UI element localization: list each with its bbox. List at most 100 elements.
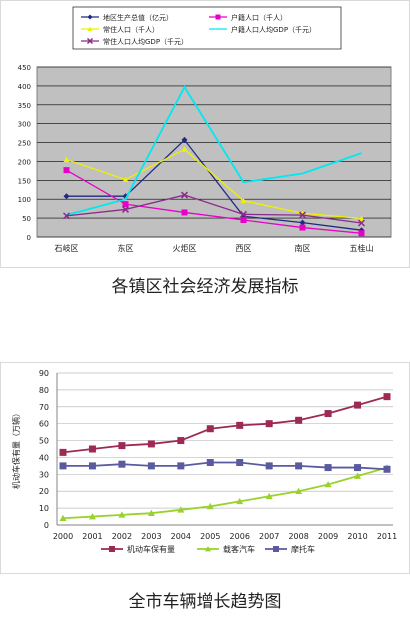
data-point xyxy=(299,219,306,226)
y-tick-label: 450 xyxy=(18,64,31,72)
data-point xyxy=(357,219,366,227)
series-4 xyxy=(62,191,366,227)
series-3 xyxy=(66,85,362,216)
x-tick-label: 2004 xyxy=(171,532,191,541)
data-point xyxy=(206,502,214,510)
data-point xyxy=(88,445,96,453)
series-line xyxy=(66,169,362,234)
y-tick-label: 60 xyxy=(39,420,49,429)
data-point xyxy=(177,437,185,445)
data-point xyxy=(295,416,303,424)
data-point xyxy=(358,230,365,237)
data-point xyxy=(324,464,332,472)
x-tick-label: 五桂山 xyxy=(350,243,374,253)
chart-2-caption: 全市车辆增长趋势图 xyxy=(128,592,282,612)
data-point xyxy=(177,462,185,470)
data-point xyxy=(118,511,126,518)
y-tick-label: 150 xyxy=(18,177,31,185)
legend-marker xyxy=(87,26,93,31)
y-tick-label: 80 xyxy=(39,386,49,395)
data-point xyxy=(63,193,70,200)
x-tick-label: 2010 xyxy=(347,532,367,541)
data-point xyxy=(324,480,332,488)
x-tick-label: 西区 xyxy=(236,244,252,253)
legend-marker xyxy=(205,546,211,552)
y-tick-label: 100 xyxy=(18,196,31,204)
y-axis-label: 机动车保有量（万辆） xyxy=(11,409,21,489)
x-tick-label: 2000 xyxy=(53,532,73,541)
y-tick-label: 70 xyxy=(39,403,49,412)
series-line xyxy=(62,395,388,454)
y-tick-label: 90 xyxy=(39,369,49,378)
data-point xyxy=(298,211,307,219)
x-tick-label: 2005 xyxy=(200,532,220,541)
data-point xyxy=(59,462,67,470)
data-point xyxy=(206,425,214,433)
data-point xyxy=(324,410,332,418)
data-point xyxy=(88,462,96,470)
legend: 机动车保有量 载客汽车 摩托车 xyxy=(101,544,315,554)
data-point xyxy=(147,440,155,448)
series-1 xyxy=(63,167,365,237)
data-point xyxy=(265,492,273,500)
series-0 xyxy=(59,393,391,456)
x-tick-label: 火炬区 xyxy=(173,243,197,253)
legend-marker xyxy=(86,37,94,45)
y-tick-label: 0 xyxy=(44,521,49,530)
data-point xyxy=(299,224,306,231)
series-line xyxy=(63,461,388,471)
x-tick-label: 2007 xyxy=(259,532,279,541)
data-point xyxy=(59,514,67,522)
data-point xyxy=(383,465,391,473)
legend-marker xyxy=(215,14,221,20)
legend-label: 户籍人口（千人） xyxy=(231,13,287,22)
legend-label: 地区生产总值（亿元） xyxy=(103,13,173,22)
data-point xyxy=(180,191,189,199)
legend-label: 机动车保有量 xyxy=(127,544,175,554)
series-1 xyxy=(59,464,391,522)
series-line xyxy=(66,194,362,224)
x-tick-label: 2008 xyxy=(288,532,308,541)
x-tick-label: 2006 xyxy=(230,532,250,541)
data-point xyxy=(147,462,155,470)
data-point xyxy=(265,462,273,470)
series-line xyxy=(66,85,362,216)
data-point xyxy=(121,205,130,213)
data-point xyxy=(295,487,303,495)
data-point xyxy=(147,509,155,516)
x-tick-label: 石岐区 xyxy=(55,243,79,253)
data-point xyxy=(295,462,303,470)
legend-label: 常住人口（千人） xyxy=(103,25,159,34)
y-tick-label: 40 xyxy=(39,453,49,462)
data-point xyxy=(236,497,244,505)
y-tick-label: 50 xyxy=(22,215,31,223)
data-point xyxy=(354,401,362,409)
legend-label: 载客汽车 xyxy=(223,544,255,554)
data-point xyxy=(63,167,70,174)
data-point xyxy=(236,459,244,467)
series-line xyxy=(66,148,362,220)
x-tick-label: 2009 xyxy=(318,532,338,541)
x-tick-label: 2003 xyxy=(141,532,161,541)
x-tick-label: 2002 xyxy=(112,532,132,541)
data-point xyxy=(59,448,67,456)
data-point xyxy=(265,420,273,428)
y-tick-label: 20 xyxy=(39,487,49,496)
data-point xyxy=(354,472,362,479)
y-tick-label: 200 xyxy=(18,158,31,166)
legend: 地区生产总值（亿元） 户籍人口（千人） 常住人口（千人） 户籍人口人均GDP（千元） 常… xyxy=(72,6,342,50)
data-point xyxy=(240,217,247,223)
legend-label: 常住人口人均GDP（千元） xyxy=(103,37,188,46)
chart-1-panel: 0 50 100 150 200 250 300 350 400 450 石岐区 东区 火炬区 西区 南区 五… xyxy=(0,0,410,268)
series-line xyxy=(62,466,388,520)
data-point xyxy=(239,210,248,218)
data-point xyxy=(240,197,247,204)
data-point xyxy=(181,136,188,143)
data-point xyxy=(206,459,214,467)
series-2 xyxy=(59,459,391,473)
data-point xyxy=(236,421,244,429)
chart-2-panel: 0 10 20 30 40 50 60 70 80 90 2000 2001 2002 2003 2004 2… xyxy=(0,362,410,574)
y-tick-label: 50 xyxy=(39,437,49,446)
data-point xyxy=(354,464,362,472)
legend-label: 摩托车 xyxy=(291,544,315,554)
